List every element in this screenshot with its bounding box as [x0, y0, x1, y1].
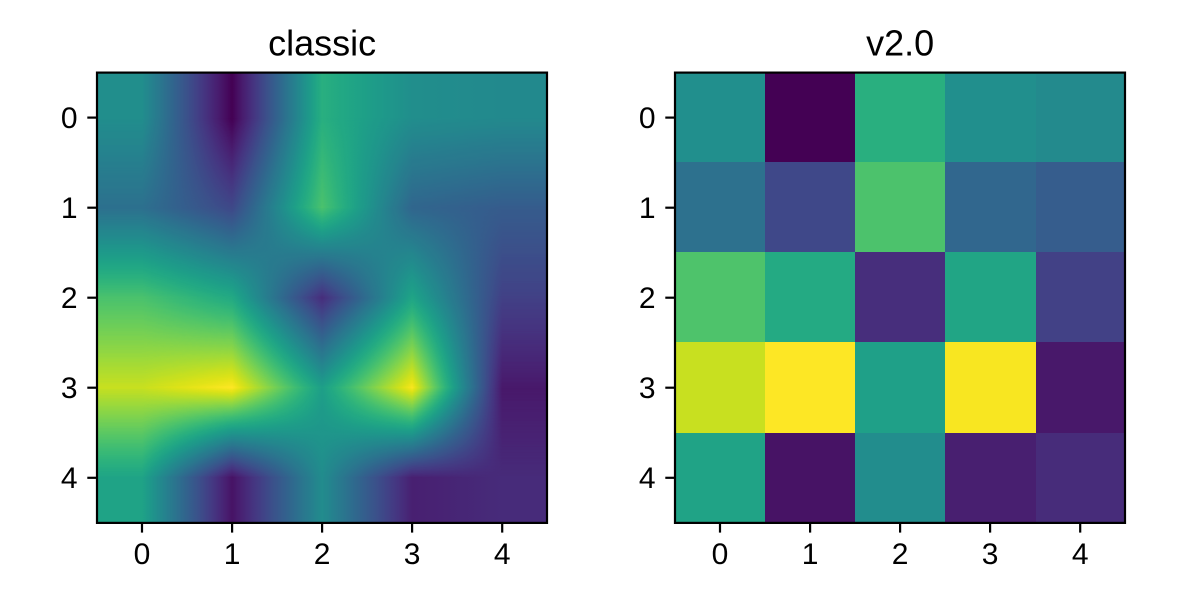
svg-text:0: 0	[712, 538, 729, 571]
svg-text:3: 3	[61, 372, 78, 405]
svg-text:0: 0	[134, 538, 151, 571]
svg-text:1: 1	[61, 192, 78, 225]
svg-text:1: 1	[639, 192, 656, 225]
svg-text:3: 3	[639, 372, 656, 405]
svg-text:4: 4	[494, 538, 511, 571]
svg-text:4: 4	[61, 462, 78, 495]
svg-text:2: 2	[639, 282, 656, 315]
svg-text:1: 1	[802, 538, 819, 571]
svg-text:v2.0: v2.0	[866, 23, 934, 64]
svg-text:3: 3	[404, 538, 421, 571]
svg-text:3: 3	[982, 538, 999, 571]
svg-text:4: 4	[1072, 538, 1089, 571]
svg-text:1: 1	[224, 538, 241, 571]
svg-text:0: 0	[639, 102, 656, 135]
svg-text:2: 2	[61, 282, 78, 315]
svg-text:classic: classic	[268, 23, 376, 64]
svg-text:2: 2	[892, 538, 909, 571]
svg-text:2: 2	[314, 538, 331, 571]
svg-text:4: 4	[639, 462, 656, 495]
svg-text:0: 0	[61, 102, 78, 135]
